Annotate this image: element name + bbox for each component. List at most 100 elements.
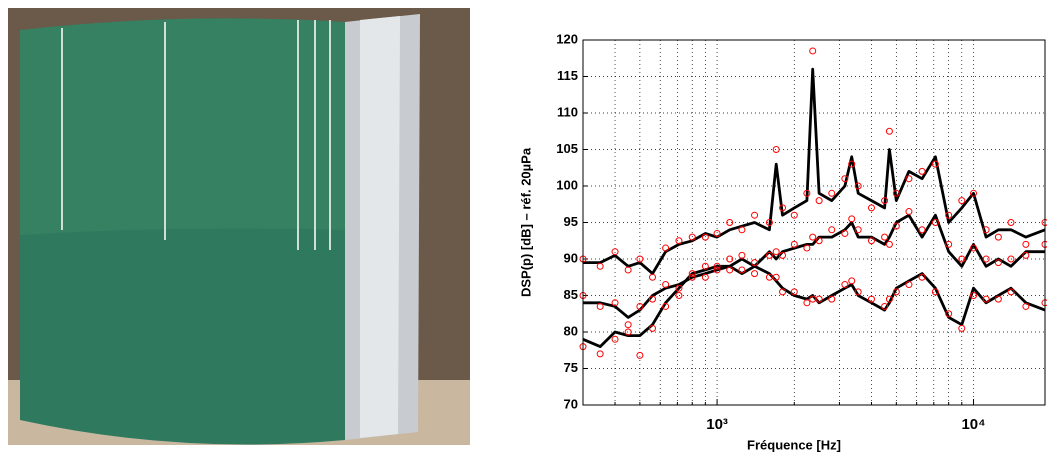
marker xyxy=(1022,302,1030,310)
marker xyxy=(701,262,709,270)
y-tick-label: 100 xyxy=(556,177,578,192)
y-tick-label: 95 xyxy=(564,214,578,229)
marker xyxy=(701,233,709,241)
marker xyxy=(688,233,696,241)
marker xyxy=(982,255,990,263)
marker xyxy=(848,277,856,285)
marker xyxy=(675,284,683,292)
marker xyxy=(751,211,759,219)
marker xyxy=(765,219,773,226)
marker xyxy=(994,259,1002,267)
marker xyxy=(779,251,787,259)
marker xyxy=(867,295,875,303)
marker xyxy=(931,219,939,226)
marker xyxy=(945,211,953,219)
marker xyxy=(738,266,746,274)
marker xyxy=(649,324,657,332)
marker xyxy=(662,244,670,252)
marker xyxy=(982,226,990,234)
marker xyxy=(881,302,889,310)
aluminum-highlight xyxy=(360,16,400,438)
marker xyxy=(970,244,978,252)
y-tick-label: 120 xyxy=(556,31,578,46)
marker xyxy=(881,233,889,241)
marker xyxy=(726,219,734,226)
marker xyxy=(738,226,746,234)
marker xyxy=(675,292,683,299)
y-tick-label: 80 xyxy=(564,323,578,338)
marker xyxy=(790,240,798,248)
marker xyxy=(815,295,823,303)
marker xyxy=(713,266,721,274)
marker xyxy=(854,288,862,296)
marker xyxy=(885,240,893,248)
marker xyxy=(636,255,644,263)
marker xyxy=(675,237,683,245)
marker xyxy=(596,350,604,358)
x-tick-label: 10³ xyxy=(706,416,728,433)
marker xyxy=(1007,288,1015,296)
marker xyxy=(945,310,953,318)
marker xyxy=(688,273,696,281)
marker xyxy=(809,47,817,55)
marker xyxy=(726,266,734,274)
marker xyxy=(624,266,632,274)
marker xyxy=(779,204,787,212)
marker xyxy=(867,204,875,212)
marker xyxy=(636,351,644,359)
marker xyxy=(765,251,773,259)
marker xyxy=(738,251,746,259)
marker xyxy=(596,302,604,310)
marker xyxy=(828,295,836,303)
marker xyxy=(662,302,670,310)
marker xyxy=(885,127,893,135)
marker xyxy=(772,248,780,256)
marker xyxy=(918,167,926,175)
marker xyxy=(779,288,787,296)
marker xyxy=(803,299,811,307)
chart: 70 75 80 85 90 95 100 105 110 115 120 10³ 10⁴ Fréquen… xyxy=(518,31,1047,452)
marker xyxy=(848,215,856,223)
marker xyxy=(1007,219,1015,226)
marker xyxy=(905,208,913,216)
marker xyxy=(958,197,966,205)
marker xyxy=(994,295,1002,303)
marker xyxy=(624,328,632,336)
plot-frame xyxy=(582,39,1046,406)
x-tick-label: 10⁴ xyxy=(961,416,985,433)
marker xyxy=(841,281,849,289)
marker xyxy=(828,189,836,197)
marker xyxy=(892,189,900,197)
marker xyxy=(918,226,926,234)
marker xyxy=(688,270,696,278)
marker xyxy=(765,273,773,281)
y-tick-label: 105 xyxy=(556,141,578,156)
marker xyxy=(1022,240,1030,248)
y-tick-label: 90 xyxy=(564,250,578,265)
marker xyxy=(624,321,632,329)
series-line xyxy=(583,67,1046,275)
marker xyxy=(931,160,939,168)
marker xyxy=(790,211,798,219)
photo xyxy=(8,8,470,445)
marker xyxy=(905,175,913,183)
marker xyxy=(892,288,900,296)
marker xyxy=(918,273,926,281)
marker xyxy=(751,259,759,267)
marker xyxy=(958,255,966,263)
marker xyxy=(701,273,709,281)
y-tick-label: 85 xyxy=(564,287,578,302)
marker xyxy=(841,175,849,183)
marker xyxy=(662,281,670,289)
marker xyxy=(970,292,978,299)
marker xyxy=(841,229,849,237)
marker xyxy=(596,262,604,270)
y-tick-label: 70 xyxy=(564,396,578,411)
marker xyxy=(726,255,734,263)
panel-shade xyxy=(20,18,345,235)
marker xyxy=(611,299,619,307)
marker xyxy=(854,182,862,190)
marker xyxy=(905,281,913,289)
marker xyxy=(803,244,811,252)
